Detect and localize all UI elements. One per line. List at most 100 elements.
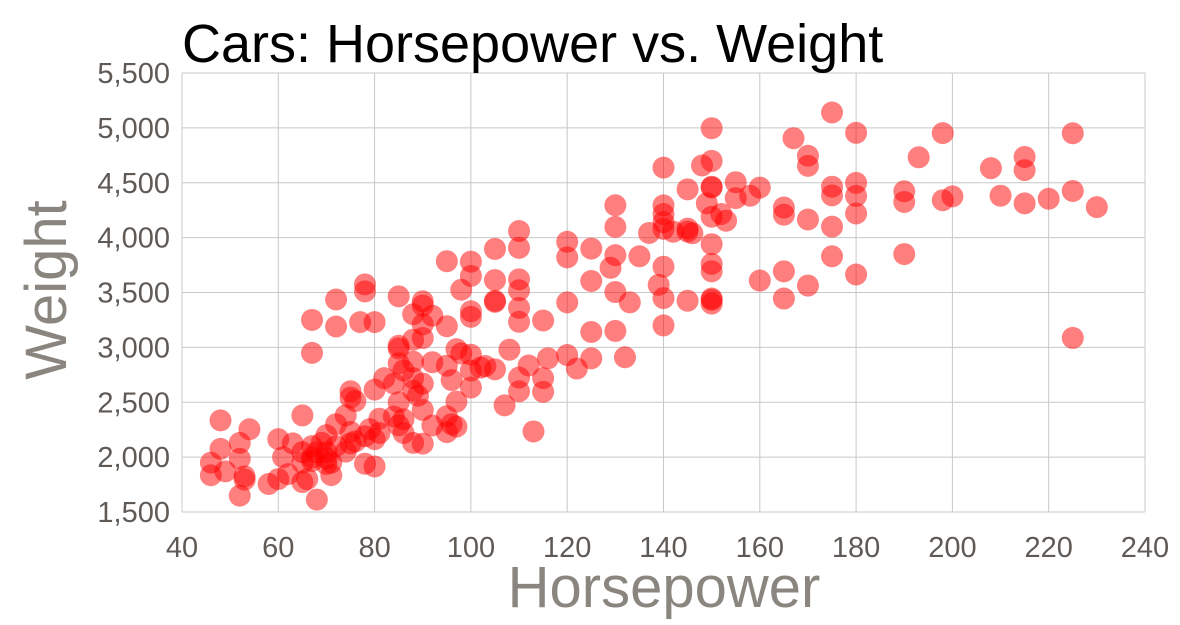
data-point [1037, 187, 1060, 210]
data-point [782, 127, 805, 150]
data-point [652, 287, 675, 310]
chart-title: Cars: Horsepower vs. Weight [182, 14, 883, 74]
data-point [580, 347, 603, 370]
data-point [772, 260, 795, 283]
data-point [700, 149, 723, 172]
data-point [652, 314, 675, 337]
data-point [893, 243, 916, 266]
data-point [628, 245, 651, 268]
data-point [556, 291, 579, 314]
y-tick-label: 3,000 [97, 332, 170, 364]
data-point [845, 263, 868, 286]
data-point [821, 101, 844, 124]
data-point [301, 341, 324, 364]
data-point [821, 245, 844, 268]
data-point [604, 319, 627, 342]
data-point [517, 354, 540, 377]
data-point [580, 237, 603, 260]
y-tick-label: 5,000 [97, 113, 170, 145]
data-point [989, 184, 1012, 207]
data-point [483, 289, 506, 312]
x-tick-label: 120 [543, 532, 591, 564]
y-tick-label: 3,500 [97, 278, 170, 310]
data-point [536, 347, 559, 370]
data-point [291, 404, 314, 427]
data-point [715, 209, 738, 232]
data-point [580, 269, 603, 292]
data-point [652, 255, 675, 278]
data-point [411, 372, 434, 395]
x-tick-label: 40 [166, 532, 198, 564]
data-point [411, 432, 434, 455]
data-point [652, 156, 675, 179]
data-point [305, 488, 328, 511]
data-point [1061, 122, 1084, 145]
data-point [228, 447, 251, 470]
data-point [445, 415, 468, 438]
data-point [556, 230, 579, 253]
data-point [214, 460, 237, 483]
data-point [907, 146, 930, 169]
x-tick-label: 220 [1025, 532, 1073, 564]
data-point [681, 222, 704, 245]
data-point [387, 285, 410, 308]
data-point [233, 465, 256, 488]
data-point [604, 194, 627, 217]
data-point [772, 196, 795, 219]
data-point [532, 367, 555, 390]
data-point [363, 311, 386, 334]
x-tick-label: 200 [928, 532, 976, 564]
data-point [498, 338, 521, 361]
data-point [821, 175, 844, 198]
data-point [1013, 145, 1036, 168]
data-point [363, 455, 386, 478]
data-point [700, 233, 723, 256]
y-tick-label: 4,000 [97, 223, 170, 255]
data-point [700, 175, 723, 198]
data-point [325, 288, 348, 311]
data-point [209, 409, 232, 432]
x-tick-label: 140 [639, 532, 687, 564]
data-point [435, 250, 458, 273]
data-point [772, 287, 795, 310]
x-tick-label: 160 [736, 532, 784, 564]
y-axis-ticks: 1,500 2,000 2,500 3,000 3,500 4,000 4,500 5,000… [97, 58, 170, 529]
data-point [532, 309, 555, 332]
data-point [796, 208, 819, 231]
data-point [700, 117, 723, 140]
data-point [483, 237, 506, 260]
data-point [325, 315, 348, 338]
data-point [618, 291, 641, 314]
data-point [301, 308, 324, 331]
data-point [459, 250, 482, 273]
x-tick-label: 80 [358, 532, 390, 564]
data-point [1013, 192, 1036, 215]
data-point [604, 244, 627, 267]
y-axis-title: Weight [14, 200, 79, 379]
data-point [893, 180, 916, 203]
data-point [748, 176, 771, 199]
data-point [445, 390, 468, 413]
data-point [459, 376, 482, 399]
x-tick-label: 60 [262, 532, 294, 564]
data-point [435, 315, 458, 338]
data-point [700, 287, 723, 310]
data-point [402, 350, 425, 373]
data-point [353, 280, 376, 303]
data-point [522, 420, 545, 443]
data-point [508, 236, 531, 259]
x-tick-label: 240 [1121, 532, 1169, 564]
data-point [821, 215, 844, 238]
data-point [508, 220, 531, 243]
data-point [979, 157, 1002, 180]
x-axis-ticks: 40 60 80 100 120 140 160 180 200 220 240 [166, 532, 1169, 564]
data-point [1061, 179, 1084, 202]
data-point [493, 394, 516, 417]
data-point [440, 369, 463, 392]
data-point [931, 122, 954, 145]
x-tick-label: 180 [832, 532, 880, 564]
y-tick-label: 2,000 [97, 442, 170, 474]
data-point [845, 171, 868, 194]
y-tick-label: 4,500 [97, 168, 170, 200]
